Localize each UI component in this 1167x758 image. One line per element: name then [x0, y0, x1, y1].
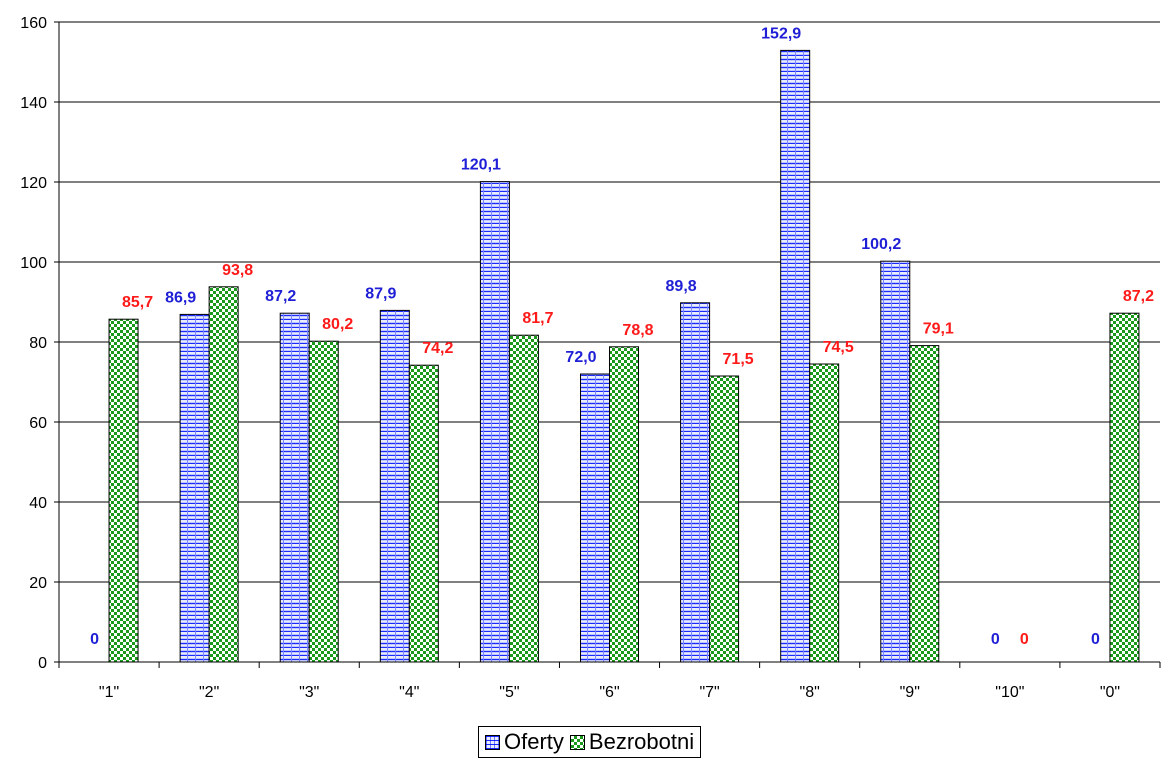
- data-label-bezrobotni: 71,5: [723, 351, 754, 368]
- bar-oferty: [379, 309, 410, 663]
- bar-oferty: [179, 313, 210, 663]
- y-tick-label: 80: [29, 335, 47, 352]
- bar-oferty: [880, 260, 911, 663]
- bar-oferty: [580, 373, 610, 663]
- bar-oferty: [479, 181, 510, 663]
- data-label-oferty: 120,1: [461, 157, 501, 174]
- data-label-oferty: 0: [991, 631, 1000, 648]
- data-labels: 0 85,7 86,9 93,8 87,2 80,2 87,9 74,2 120,1 81,7 72…: [90, 25, 1154, 648]
- legend-item-oferty: Oferty: [485, 729, 564, 755]
- y-tick-label: 120: [20, 175, 47, 192]
- x-tick-label: "1": [99, 684, 119, 701]
- data-label-oferty: 0: [1091, 631, 1100, 648]
- x-tick-label: "3": [299, 684, 319, 701]
- gridlines: [59, 21, 1160, 663]
- data-label-bezrobotni: 85,7: [122, 294, 153, 311]
- bar-bezrobotni: [108, 318, 139, 663]
- data-label-oferty: 100,2: [861, 236, 901, 253]
- data-label-oferty: 72,0: [565, 349, 596, 366]
- bar-oferty: [780, 49, 811, 663]
- legend-swatch-oferty: [485, 734, 500, 750]
- bar-bezrobotni: [809, 363, 840, 663]
- data-label-oferty: 152,9: [761, 25, 801, 42]
- y-tick-label: 20: [29, 575, 47, 592]
- data-label-bezrobotni: 74,5: [823, 339, 854, 356]
- data-label-oferty: 89,8: [666, 278, 697, 295]
- legend-swatch-bezrobotni: [569, 734, 585, 750]
- data-label-bezrobotni: 93,8: [222, 262, 253, 279]
- data-label-oferty: 86,9: [165, 289, 196, 306]
- data-label-bezrobotni: 87,2: [1123, 288, 1154, 305]
- bar-bezrobotni: [508, 334, 539, 663]
- chart-legend: Oferty Bezrobotni: [478, 726, 702, 758]
- bar-bezrobotni: [208, 286, 239, 663]
- legend-item-bezrobotni: Bezrobotni: [569, 729, 695, 755]
- bars: [108, 49, 1140, 663]
- data-label-bezrobotni: 81,7: [522, 310, 553, 327]
- y-tick-label: 100: [20, 255, 47, 272]
- bar-bezrobotni: [408, 364, 439, 663]
- legend-label-oferty: Oferty: [504, 729, 564, 754]
- y-tick-label: 160: [20, 15, 47, 32]
- bar-bezrobotni: [609, 346, 639, 663]
- bar-oferty: [680, 302, 711, 663]
- x-tick-label: "0": [1100, 684, 1120, 701]
- data-label-bezrobotni: 80,2: [322, 316, 353, 333]
- bar-oferty: [279, 312, 310, 663]
- data-label-bezrobotni: 74,2: [422, 340, 453, 357]
- bar-bezrobotni: [308, 340, 339, 663]
- axes: 0 20 40 60 80 100 120 140 160 "1" "2" "3" "4" "5" "6" "…: [20, 15, 1161, 701]
- data-label-bezrobotni: 0: [1020, 631, 1029, 648]
- x-tick-label: "10": [995, 684, 1024, 701]
- data-label-oferty: 87,2: [265, 288, 296, 305]
- y-tick-label: 60: [29, 415, 47, 432]
- data-label-oferty: 0: [90, 631, 99, 648]
- x-tick-label: "6": [599, 684, 619, 701]
- x-tick-label: "2": [199, 684, 219, 701]
- y-tick-label: 0: [38, 655, 47, 672]
- data-label-oferty: 87,9: [365, 285, 396, 302]
- data-label-bezrobotni: 79,1: [923, 321, 954, 338]
- x-tick-label: "7": [699, 684, 719, 701]
- x-tick-label: "8": [800, 684, 820, 701]
- legend-label-bezrobotni: Bezrobotni: [588, 729, 695, 754]
- x-tick-label: "9": [900, 684, 920, 701]
- y-tick-label: 140: [20, 95, 47, 112]
- bar-bezrobotni: [1109, 312, 1140, 663]
- bar-bezrobotni: [709, 375, 740, 663]
- x-tick-label: "4": [399, 684, 419, 701]
- bar-bezrobotni: [909, 345, 940, 663]
- x-tick-label: "5": [499, 684, 519, 701]
- data-label-bezrobotni: 78,8: [622, 322, 653, 339]
- y-tick-label: 40: [29, 495, 47, 512]
